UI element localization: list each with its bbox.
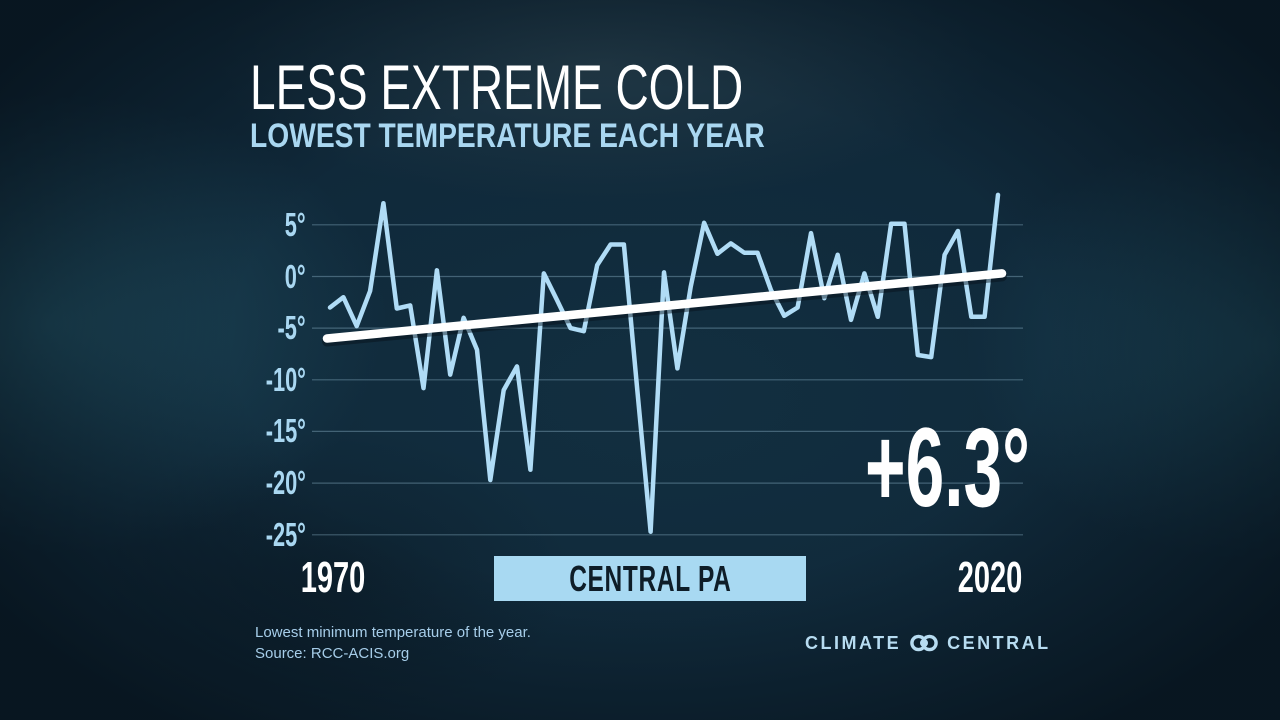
climate-central-logo: CLIMATE CENTRAL (805, 630, 1051, 656)
x-axis-start-label: 1970 (300, 553, 366, 602)
page-subtitle: LOWEST TEMPERATURE EACH YEAR (250, 117, 765, 155)
footnote-line2: Source: RCC-ACIS.org (255, 645, 410, 662)
logo-word-central: CENTRAL (947, 633, 1051, 653)
y-tick-label--25: -25° (265, 516, 306, 553)
y-tick-label-0: 0° (285, 258, 306, 295)
y-tick-label--20: -20° (265, 464, 306, 501)
footnote-line1: Lowest minimum temperature of the year. (255, 624, 531, 641)
y-tick-label--5: -5° (277, 309, 306, 346)
trend-total-stat: +6.3° (865, 405, 1030, 530)
page-title: LESS EXTREME COLD (250, 53, 744, 123)
footnote: Lowest minimum temperature of the year. … (255, 622, 531, 664)
location-badge-label: CENTRAL PA (568, 557, 732, 599)
y-tick-label--10: -10° (265, 361, 306, 398)
y-tick-label-5: 5° (285, 206, 306, 243)
x-axis-end-label: 2020 (957, 553, 1023, 602)
logo-word-climate: CLIMATE (805, 633, 902, 653)
location-badge: CENTRAL PA (494, 556, 806, 601)
climate-central-rings-icon (910, 634, 938, 652)
y-tick-label--15: -15° (265, 412, 306, 449)
